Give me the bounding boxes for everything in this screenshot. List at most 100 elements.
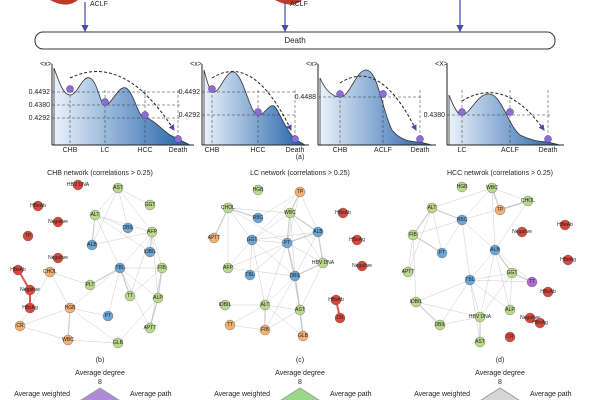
- edge: [461, 187, 493, 221]
- edge: [229, 324, 266, 331]
- caption: (b): [96, 357, 105, 364]
- state-label: Death: [539, 147, 558, 154]
- node: [244, 269, 256, 281]
- node: [62, 334, 74, 346]
- edge: [479, 249, 496, 318]
- node: [526, 276, 538, 288]
- edge: [412, 219, 463, 236]
- node-label: CR: [336, 315, 344, 321]
- y-axis-label: <x>: [190, 61, 202, 68]
- edge: [227, 267, 296, 277]
- node: [44, 266, 56, 278]
- radar-axis-label: Average degree: [75, 370, 125, 377]
- node-label: HBeAg: [560, 257, 576, 263]
- node-label: GGT: [145, 202, 156, 208]
- node: [281, 237, 293, 249]
- node-label: HBsAb: [328, 297, 344, 303]
- node-label: CR: [16, 323, 24, 329]
- node: [144, 199, 156, 211]
- edge: [299, 191, 319, 233]
- node: [559, 219, 571, 231]
- node: [402, 266, 414, 278]
- node-label: ALP: [153, 295, 163, 301]
- node: [219, 299, 231, 311]
- state-ball: [379, 90, 387, 98]
- node-label: HBV DNA: [67, 182, 90, 188]
- edge: [264, 275, 296, 306]
- node-label: CHOL: [521, 198, 535, 204]
- node: [474, 336, 486, 348]
- edge: [249, 239, 253, 276]
- state-label: HCC: [137, 147, 152, 154]
- caption: (d): [496, 357, 505, 364]
- node: [222, 202, 234, 214]
- y-tick-label: 0.4380: [29, 102, 51, 109]
- node-label: RBC: [253, 215, 264, 221]
- radar-max-label: 8: [498, 379, 502, 386]
- node-label: FIB: [261, 327, 269, 333]
- node-label: GGT: [247, 237, 258, 243]
- node-label: FIB: [409, 232, 417, 238]
- edge: [151, 231, 163, 269]
- y-tick-label: 0.4292: [179, 112, 201, 119]
- state-label: CHB: [205, 147, 220, 154]
- node-label: HBsAg: [22, 305, 38, 311]
- edge: [264, 309, 301, 331]
- edge: [251, 239, 266, 306]
- node-label: WBC: [62, 337, 74, 343]
- y-tick-label: 0.4292: [29, 115, 51, 122]
- node-label: AFP: [147, 229, 157, 235]
- node: [252, 212, 264, 224]
- state-label: Death: [169, 147, 188, 154]
- node-label: TP: [25, 233, 32, 239]
- edge: [317, 231, 324, 264]
- edge: [119, 231, 153, 269]
- edge: [431, 187, 493, 209]
- edge: [264, 304, 301, 311]
- node-label: ALT: [428, 205, 437, 211]
- node-label: PLT: [86, 282, 95, 288]
- node-label: TP: [297, 189, 304, 195]
- node: [22, 230, 34, 242]
- state-label: ACLF: [374, 147, 392, 154]
- edge: [469, 279, 511, 311]
- node: [294, 186, 306, 198]
- radar-axis-label: Average weighted: [414, 391, 470, 398]
- y-axis-label: <x>: [306, 61, 318, 68]
- node-label: HBsAb: [540, 289, 556, 295]
- edge: [431, 207, 463, 221]
- node: [64, 302, 76, 314]
- edge: [89, 267, 121, 286]
- node-label: HBeAb: [557, 222, 573, 228]
- node: [152, 292, 164, 304]
- node-label: TT: [529, 279, 535, 285]
- node: [464, 274, 476, 286]
- edge: [227, 242, 288, 269]
- node-label: AST: [113, 185, 123, 191]
- node-label: WBC: [486, 185, 498, 191]
- node: [542, 286, 554, 298]
- y-tick-label: 0.4488: [295, 94, 317, 101]
- node: [456, 214, 468, 226]
- node-label: TT: [227, 322, 233, 328]
- node-label: HBV DNA: [312, 260, 335, 266]
- radar-axis-label: Average path: [130, 391, 172, 398]
- edge: [415, 279, 471, 303]
- transition-arrow: [211, 71, 292, 131]
- edge: [117, 187, 153, 233]
- y-tick-label: 0.4492: [29, 89, 51, 96]
- state-ball: [544, 135, 552, 143]
- network-title: CHB network (correlations > 0.25): [47, 170, 153, 177]
- node-label: IDBIL: [219, 302, 232, 308]
- edge: [299, 262, 324, 311]
- state-ball: [208, 85, 216, 93]
- edge: [119, 267, 159, 299]
- y-axis-label: <x>: [40, 61, 52, 68]
- node: [112, 337, 124, 349]
- edge: [94, 214, 129, 229]
- node: [144, 246, 156, 258]
- decor: [50, 0, 78, 5]
- node: [522, 195, 534, 207]
- state-ball: [506, 108, 514, 116]
- energy-landscape: [53, 67, 191, 146]
